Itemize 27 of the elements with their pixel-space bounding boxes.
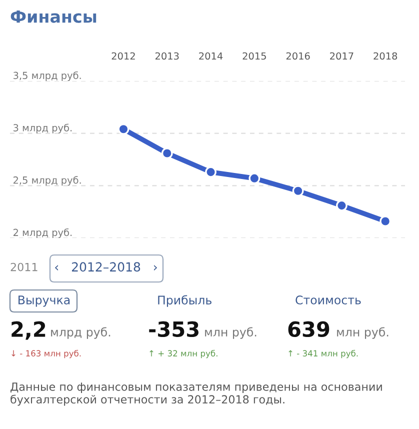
x-tick-label: 2018 [374,52,398,60]
chart-title: Финансы [10,10,96,23]
text: -353 [149,321,198,338]
x-tick-label: 2013 [155,52,179,60]
text: ↑ + 32 млн руб. [150,350,218,358]
text: 2,2 [12,321,46,340]
text: ‹ 2012–2018 › [55,262,157,272]
y-tick-label: 3 млрд руб. [14,124,72,134]
text: млрд руб. [51,327,110,339]
text: Выручка [18,296,70,307]
x-tick-label: 2012 [112,52,135,60]
y-tick-label: 2,5 млрд руб. [13,176,81,186]
text: Прибыль [158,295,212,307]
text: млн руб. [205,327,256,339]
text: Стоимость [296,295,361,304]
text: 2011 [10,262,38,272]
x-tick-label: 2015 [242,52,266,60]
x-tick-label: 2017 [330,52,354,60]
text: млн руб. [337,327,388,339]
y-tick-label: 3,5 млрд руб. [14,71,81,81]
text: ↓ - 163 млн руб. [12,350,81,358]
y-tick-label: 2 млрд руб. [13,228,72,238]
text: Данные по финансовым показателям приведены на основании бухгалтерской отчетности за 2012–2018 годы. [10,382,382,406]
text: ↑ - 341 млн руб. [288,350,358,358]
text: 639 [288,321,330,338]
x-tick-label: 2016 [286,52,310,60]
x-tick-label: 2014 [199,52,223,60]
